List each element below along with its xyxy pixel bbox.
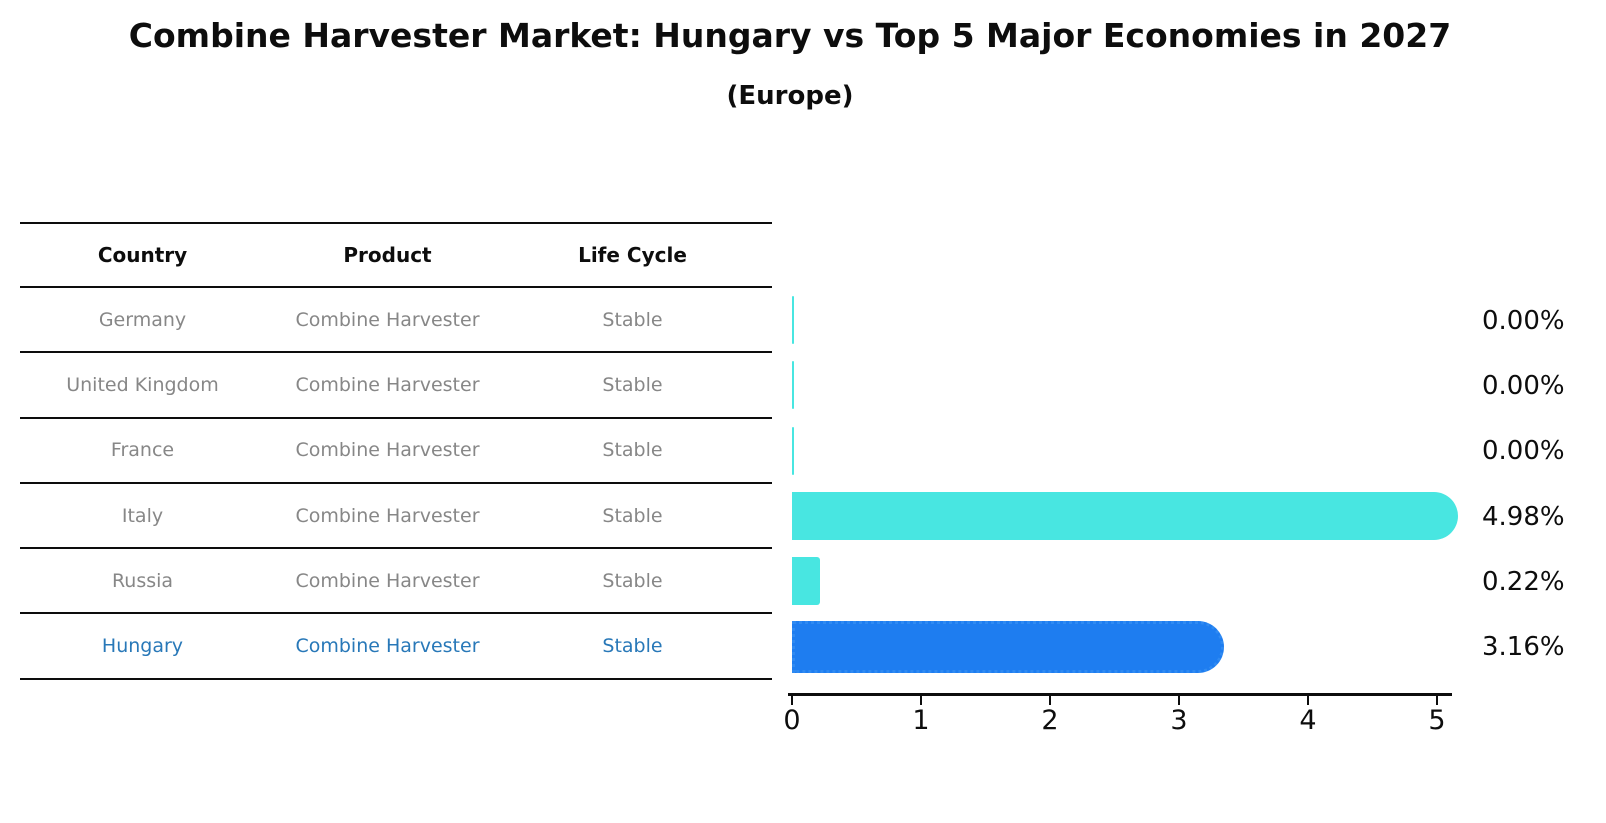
chart-title: Combine Harvester Market: Hungary vs Top… <box>128 16 1452 55</box>
cell-life-cycle: Stable <box>602 373 663 396</box>
value-label-germany: 0.00% <box>1482 305 1565 336</box>
x-tick-4 <box>1307 696 1309 705</box>
x-tick-1 <box>920 696 922 705</box>
cell-life-cycle: Stable <box>602 308 663 331</box>
cell-country: Italy <box>121 504 164 527</box>
cell-product: Combine Harvester <box>295 373 480 396</box>
bar-united-kingdom <box>792 361 794 410</box>
cell-product: Combine Harvester <box>295 635 480 658</box>
bar-france <box>792 426 794 475</box>
table-row-france: France Combine Harvester Stable <box>20 419 772 484</box>
cell-product: Combine Harvester <box>295 569 480 592</box>
cell-country: Russia <box>111 569 174 592</box>
column-header-product: Product <box>343 243 432 267</box>
x-tick-label-3: 3 <box>1170 705 1188 736</box>
cell-country: United Kingdom <box>66 373 219 396</box>
x-tick-label-0: 0 <box>783 705 801 736</box>
chart-subtitle: (Europe) <box>726 81 854 111</box>
bar-russia <box>792 557 820 606</box>
value-label-hungary: 3.16% <box>1482 632 1565 663</box>
value-label-france: 0.00% <box>1482 436 1565 467</box>
table-row-germany: Germany Combine Harvester Stable <box>20 288 772 354</box>
bar-germany <box>792 296 794 344</box>
x-tick-5 <box>1436 696 1438 705</box>
value-label-united-kingdom: 0.00% <box>1482 370 1565 401</box>
x-tick-label-5: 5 <box>1428 705 1446 736</box>
x-tick-label-1: 1 <box>912 705 930 736</box>
x-axis-line <box>788 693 1452 696</box>
cell-product: Combine Harvester <box>295 504 480 527</box>
x-tick-2 <box>1049 696 1051 705</box>
cell-life-cycle: Stable <box>602 504 663 527</box>
bar-hungary <box>792 620 1224 673</box>
x-tick-label-4: 4 <box>1299 705 1317 736</box>
cell-country: Germany <box>98 308 187 331</box>
column-header-country: Country <box>97 243 188 267</box>
value-label-russia: 0.22% <box>1482 566 1565 597</box>
cell-life-cycle: Stable <box>602 569 663 592</box>
column-header-life-cycle: Life Cycle <box>578 243 687 267</box>
cell-product: Combine Harvester <box>295 308 480 331</box>
table-header-row: Country Product Life Cycle <box>20 222 772 288</box>
x-tick-3 <box>1178 696 1180 705</box>
bar-italy <box>792 491 1458 540</box>
cell-product: Combine Harvester <box>295 439 480 462</box>
table-row-hungary: Hungary Combine Harvester Stable <box>20 614 772 680</box>
cell-life-cycle: Stable <box>602 635 663 658</box>
x-tick-0 <box>791 696 793 705</box>
country-table: Country Product Life Cycle Germany Combine … <box>20 222 772 680</box>
table-row-russia: Russia Combine Harvester Stable <box>20 549 772 615</box>
cell-life-cycle: Stable <box>602 439 663 462</box>
cell-country: Hungary <box>101 635 184 658</box>
table-row-united-kingdom: United Kingdom Combine Harvester Stable <box>20 353 772 419</box>
x-tick-label-2: 2 <box>1041 705 1059 736</box>
table-body: Germany Combine Harvester Stable United Kin… <box>20 288 772 680</box>
table-row-italy: Italy Combine Harvester Stable <box>20 484 772 550</box>
value-label-italy: 4.98% <box>1482 501 1565 532</box>
cell-country: France <box>110 439 175 462</box>
